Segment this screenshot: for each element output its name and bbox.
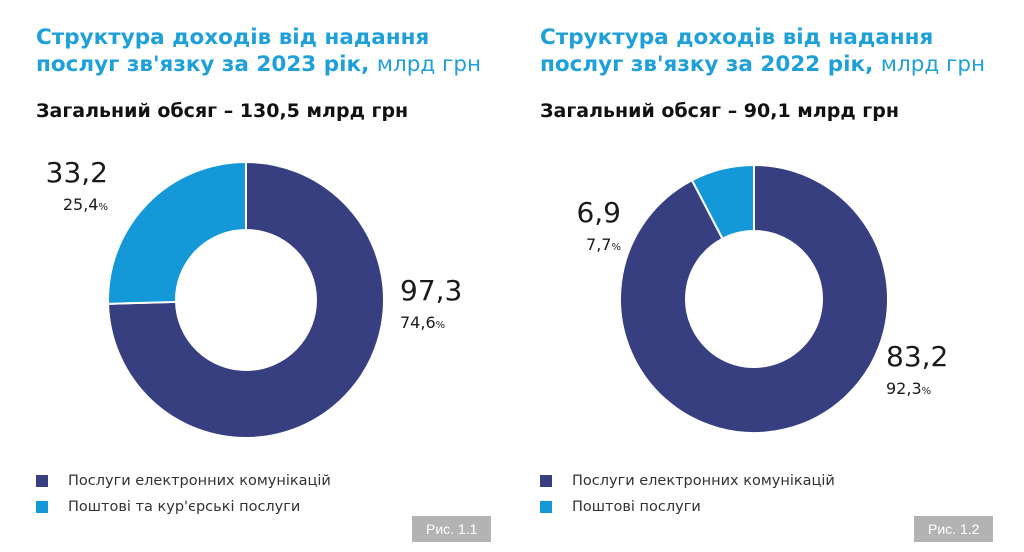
slice-percent-label: 74,6% xyxy=(400,313,445,332)
slice-value-label: 6,9 xyxy=(576,196,621,229)
legend-item-postal: Поштові послуги xyxy=(540,496,835,518)
figure-number: Рис. 1.2 xyxy=(914,516,994,542)
chart-title: Структура доходів від надання послуг зв'… xyxy=(540,24,1004,78)
legend-swatch-electronic xyxy=(540,475,552,487)
donut-chart-2022: 83,2 92,3% 6,9 7,7% xyxy=(576,163,948,434)
chart-panel-2023: Структура доходів від надання послуг зв'… xyxy=(0,0,500,552)
slice-percent-label: 7,7% xyxy=(586,235,621,254)
donut-slice-postal xyxy=(107,160,247,305)
legend: Послуги електронних комунікацій Поштові … xyxy=(36,470,331,522)
legend-swatch-postal xyxy=(36,501,48,513)
donut-slice-postal xyxy=(690,163,755,241)
legend-label: Поштові та кур'єрські послуги xyxy=(68,499,301,515)
chart-title: Структура доходів від надання послуг зв'… xyxy=(36,24,500,78)
title-text: Структура доходів від надання послуг зв'… xyxy=(36,25,430,77)
donut-chart-2023: 97,3 74,6% 33,2 25,4% xyxy=(46,156,462,439)
slice-value-label: 33,2 xyxy=(46,156,108,189)
title-text: Структура доходів від надання послуг зв'… xyxy=(540,25,934,77)
legend-label: Поштові послуги xyxy=(572,499,701,515)
slice-percent-label: 25,4% xyxy=(63,195,108,214)
total-volume: Загальний обсяг – 130,5 млрд грн xyxy=(36,100,409,122)
figure-number: Рис. 1.1 xyxy=(412,516,492,542)
total-volume: Загальний обсяг – 90,1 млрд грн xyxy=(540,100,899,122)
donut-slice-electronic xyxy=(619,163,889,434)
legend-label: Послуги електронних комунікацій xyxy=(572,473,835,489)
slice-percent-label: 92,3% xyxy=(886,379,931,398)
legend-swatch-postal xyxy=(540,501,552,513)
slice-value-label: 83,2 xyxy=(886,340,948,373)
legend: Послуги електронних комунікацій Поштові … xyxy=(540,470,835,522)
legend-item-electronic: Послуги електронних комунікацій xyxy=(36,470,331,492)
title-unit: млрд грн xyxy=(880,52,986,77)
slice-value-label: 97,3 xyxy=(400,274,462,307)
title-unit: млрд грн xyxy=(376,52,482,77)
legend-swatch-electronic xyxy=(36,475,48,487)
legend-item-postal: Поштові та кур'єрські послуги xyxy=(36,496,331,518)
chart-panel-2022: Структура доходів від надання послуг зв'… xyxy=(504,0,1004,552)
donut-slice-electronic xyxy=(107,160,385,439)
legend-item-electronic: Послуги електронних комунікацій xyxy=(540,470,835,492)
legend-label: Послуги електронних комунікацій xyxy=(68,473,331,489)
